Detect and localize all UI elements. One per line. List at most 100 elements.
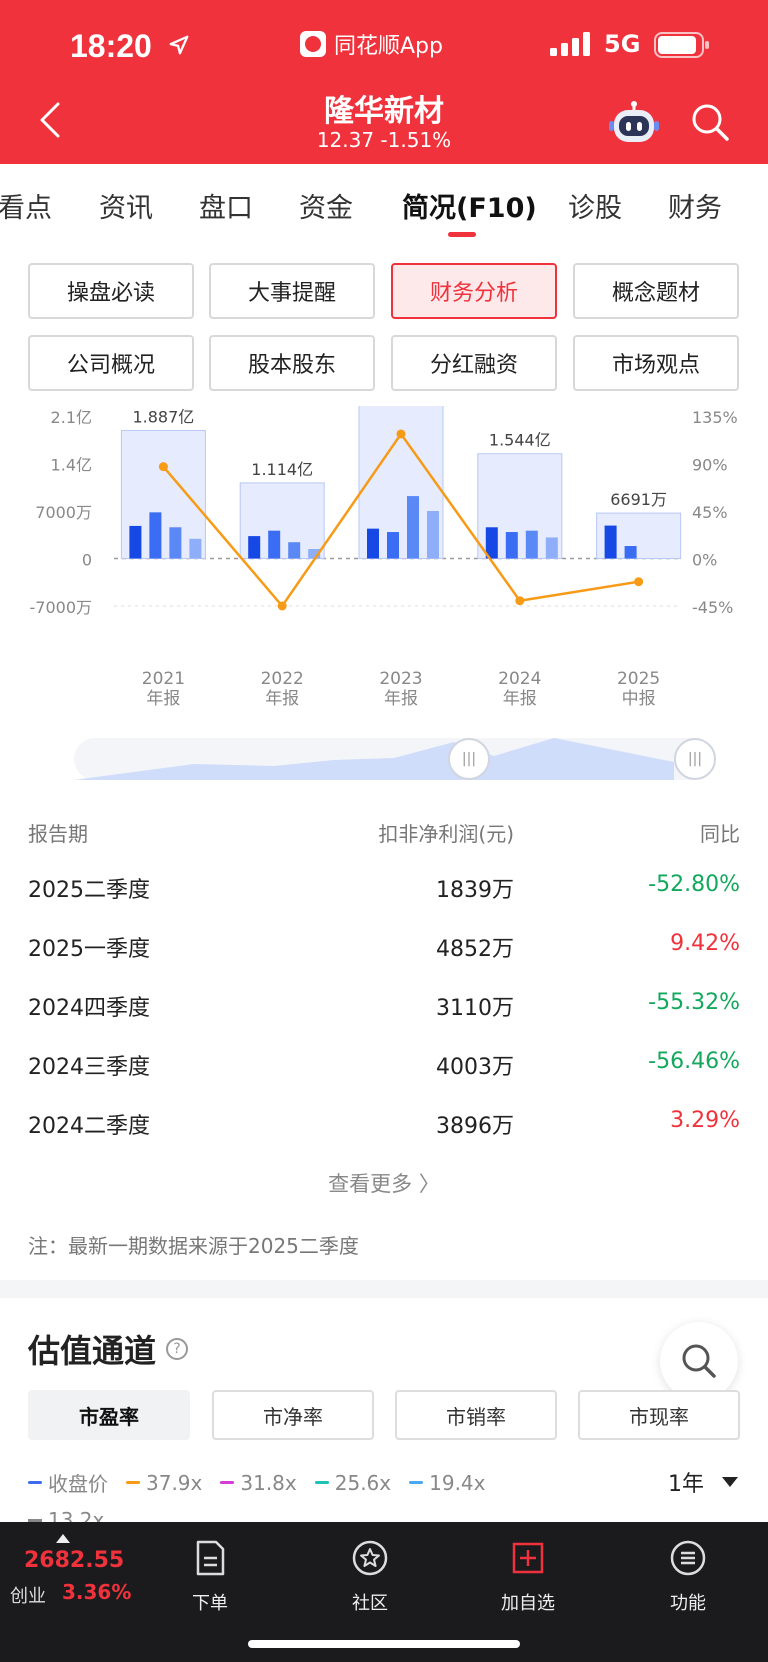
tab-f10[interactable]: 简况(F10) bbox=[402, 193, 537, 224]
home-indicator bbox=[248, 1640, 520, 1648]
section-dividends[interactable]: 分红融资 bbox=[391, 335, 557, 391]
col-header-profit: 扣非净利润(元) bbox=[378, 822, 514, 846]
slider-right-handle[interactable]: ||| bbox=[674, 738, 716, 780]
document-icon bbox=[196, 1540, 225, 1576]
legend-item[interactable]: 37.9x bbox=[126, 1468, 202, 1497]
yoy-point bbox=[515, 596, 525, 606]
main-tabs: 看点 资讯 盘口 资金 简况(F10) 诊股 财务 bbox=[0, 164, 768, 240]
row-yoy: 3.29% bbox=[670, 1108, 740, 1133]
quarter-bar bbox=[149, 512, 162, 559]
help-icon[interactable]: ? bbox=[166, 1338, 189, 1360]
section-company-overview[interactable]: 公司概况 bbox=[28, 335, 194, 391]
row-yoy: 9.42% bbox=[670, 931, 740, 956]
legend-item[interactable]: 31.8x bbox=[220, 1468, 297, 1497]
tab-ps[interactable]: 市销率 bbox=[395, 1390, 557, 1440]
legend-item[interactable]: 收盘价 bbox=[28, 1468, 108, 1497]
quarter-bar bbox=[288, 542, 301, 559]
slider-left-handle[interactable]: ||| bbox=[448, 738, 490, 780]
y2-tick-label: 45% bbox=[692, 503, 728, 522]
tab-finance[interactable]: 财务 bbox=[668, 193, 722, 224]
section-divider bbox=[0, 1280, 768, 1298]
floating-search-button[interactable] bbox=[660, 1322, 738, 1400]
yoy-point bbox=[396, 429, 406, 439]
index-value[interactable]: 2682.55 bbox=[24, 1548, 125, 1573]
quarter-bar bbox=[624, 546, 637, 559]
search-button[interactable] bbox=[690, 102, 730, 142]
tab-pcf[interactable]: 市现率 bbox=[578, 1390, 740, 1440]
table-row: 2025一季度 4852万 9.42% bbox=[28, 917, 740, 976]
profit-chart: 2.1亿 1.4亿 7000万 0 -7000万 135% 90% 45% 0% -45% 1.88… bbox=[0, 406, 768, 716]
nav-functions-label: 功能 bbox=[670, 1593, 706, 1614]
quarter-bar bbox=[387, 532, 399, 559]
yoy-point bbox=[158, 462, 168, 472]
section-events[interactable]: 大事提醒 bbox=[209, 263, 375, 319]
section-financial-analysis[interactable]: 财务分析 bbox=[391, 263, 557, 319]
period-label: 1年 bbox=[668, 1472, 704, 1497]
nav-community[interactable]: 社区 bbox=[320, 1532, 420, 1615]
x-tick-type: 年报 bbox=[265, 689, 299, 709]
quarter-bar bbox=[407, 496, 419, 559]
quarter-bar bbox=[505, 532, 518, 559]
row-yoy: -55.32% bbox=[648, 990, 740, 1015]
row-yoy: -56.46% bbox=[648, 1049, 740, 1074]
table-row: 2024三季度 4003万 -56.46% bbox=[28, 1035, 740, 1094]
section-concepts[interactable]: 概念题材 bbox=[573, 263, 739, 319]
valuation-legend: 收盘价 37.9x 31.8x 25.6x 19.4x bbox=[28, 1468, 486, 1497]
tab-diagnosis[interactable]: 诊股 bbox=[568, 193, 622, 224]
row-period: 2024四季度 bbox=[28, 996, 150, 1021]
view-more-link[interactable]: 查看更多 〉 bbox=[328, 1172, 440, 1196]
battery-icon bbox=[654, 32, 709, 58]
col-header-yoy: 同比 bbox=[700, 822, 740, 846]
table-row: 2025二季度 1839万 -52.80% bbox=[28, 858, 740, 917]
search-icon bbox=[682, 1344, 716, 1378]
x-tick-type: 年报 bbox=[146, 689, 180, 709]
tab-quotes[interactable]: 盘口 bbox=[199, 193, 253, 224]
add-square-icon bbox=[512, 1542, 544, 1574]
x-tick-year: 2021 bbox=[142, 669, 185, 689]
chart-range-slider[interactable]: ||| ||| bbox=[74, 738, 716, 780]
dropdown-triangle-icon bbox=[722, 1477, 738, 1487]
tab-funds[interactable]: 资金 bbox=[299, 193, 353, 224]
legend-swatch bbox=[28, 1481, 42, 1484]
y2-tick-label: 90% bbox=[692, 456, 728, 475]
app-name-label: 同花顺App bbox=[334, 34, 443, 59]
legend-item[interactable]: 19.4x bbox=[409, 1468, 486, 1497]
quarter-bar bbox=[525, 530, 538, 559]
tab-pe[interactable]: 市盈率 bbox=[28, 1390, 190, 1440]
valuation-title: 估值通道 bbox=[28, 1332, 157, 1370]
tab-kandian[interactable]: 看点 bbox=[0, 193, 52, 224]
tab-news[interactable]: 资讯 bbox=[99, 193, 153, 224]
section-shareholders[interactable]: 股本股东 bbox=[209, 335, 375, 391]
section-trading-guide[interactable]: 操盘必读 bbox=[28, 263, 194, 319]
slider-overview-area bbox=[74, 738, 674, 780]
assistant-robot-icon[interactable] bbox=[608, 100, 660, 144]
quarter-bar bbox=[545, 537, 558, 559]
x-tick-year: 2022 bbox=[261, 669, 304, 689]
legend-item[interactable]: 25.6x bbox=[314, 1468, 391, 1497]
row-profit: 4852万 bbox=[436, 937, 514, 962]
bar-data-label: 1.114亿 bbox=[251, 460, 313, 479]
period-selector[interactable]: 1年 bbox=[668, 1466, 738, 1498]
network-type: 5G bbox=[604, 30, 641, 58]
row-period: 2025一季度 bbox=[28, 937, 150, 962]
quarter-bar bbox=[485, 527, 498, 559]
nav-add-watchlist[interactable]: 加自选 bbox=[478, 1532, 578, 1615]
row-profit: 4003万 bbox=[436, 1055, 514, 1080]
legend-label: 31.8x bbox=[240, 1470, 297, 1495]
valuation-section-title: 估值通道 ? bbox=[28, 1326, 189, 1372]
quarter-bar bbox=[129, 525, 142, 559]
back-button[interactable] bbox=[36, 100, 66, 140]
quarter-bar bbox=[367, 528, 379, 559]
nav-order[interactable]: 下单 bbox=[160, 1532, 260, 1615]
x-tick-type: 年报 bbox=[503, 689, 537, 709]
quarter-bar bbox=[604, 525, 617, 559]
tab-pb[interactable]: 市净率 bbox=[212, 1390, 374, 1440]
nav-functions[interactable]: 功能 bbox=[638, 1532, 738, 1615]
quarter-bar bbox=[268, 530, 281, 559]
section-market-views[interactable]: 市场观点 bbox=[573, 335, 739, 391]
status-time: 18:20 bbox=[70, 28, 152, 64]
app-logo-icon bbox=[300, 31, 326, 57]
table-row: 2024二季度 3896万 3.29% bbox=[28, 1094, 740, 1153]
row-period: 2024二季度 bbox=[28, 1114, 150, 1139]
